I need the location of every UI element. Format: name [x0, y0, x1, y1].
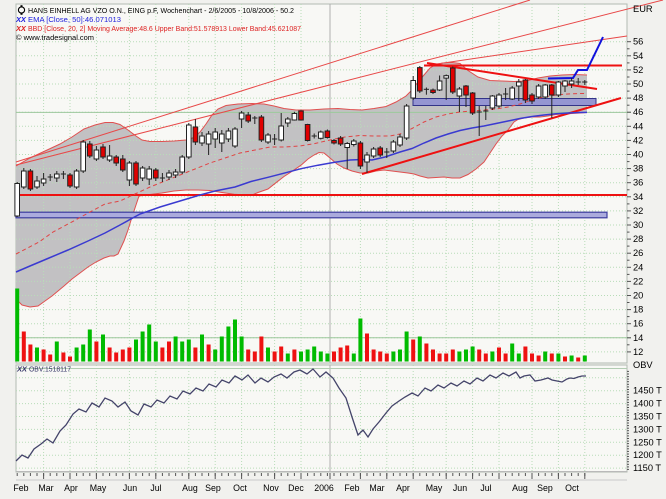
svg-text:30: 30 [633, 220, 643, 230]
svg-text:2006: 2006 [314, 483, 334, 493]
svg-text:20: 20 [633, 291, 643, 301]
svg-text:40: 40 [633, 150, 643, 160]
svg-text:XX: XX [15, 15, 27, 24]
svg-text:EUR: EUR [633, 4, 653, 14]
svg-text:1350 T: 1350 T [633, 412, 662, 422]
svg-text:EMA [Close, 50]:46.071013: EMA [Close, 50]:46.071013 [28, 15, 121, 24]
svg-text:48: 48 [633, 93, 643, 103]
svg-text:Jul: Jul [480, 483, 491, 493]
svg-text:1250 T: 1250 T [633, 437, 662, 447]
svg-text:44: 44 [633, 121, 643, 131]
svg-text:18: 18 [633, 305, 643, 315]
svg-text:Jun: Jun [123, 483, 137, 493]
svg-text:1400 T: 1400 T [633, 399, 662, 409]
svg-text:Jul: Jul [150, 483, 161, 493]
svg-text:Dec: Dec [288, 483, 304, 493]
svg-text:52: 52 [633, 65, 643, 75]
svg-text:BBD [Close, 20, 2] Moving Aver: BBD [Close, 20, 2] Moving Average:48.6 U… [28, 24, 301, 33]
svg-text:56: 56 [633, 37, 643, 47]
svg-text:42: 42 [633, 135, 643, 145]
svg-text:Feb: Feb [344, 483, 359, 493]
svg-text:32: 32 [633, 206, 643, 216]
svg-text:Sep: Sep [537, 483, 553, 493]
svg-text:1200 T: 1200 T [633, 450, 662, 460]
svg-text:May: May [426, 483, 443, 493]
svg-text:Apr: Apr [396, 483, 410, 493]
svg-text:Nov: Nov [263, 483, 279, 493]
svg-text:Oct: Oct [233, 483, 247, 493]
svg-text:Mar: Mar [38, 483, 53, 493]
svg-text:XX: XX [16, 365, 28, 374]
svg-text:54: 54 [633, 51, 643, 61]
svg-text:Aug: Aug [512, 483, 528, 493]
svg-text:36: 36 [633, 178, 643, 188]
svg-text:1300 T: 1300 T [633, 424, 662, 434]
svg-text:OBV: OBV [633, 360, 653, 370]
svg-text:1150 T: 1150 T [633, 463, 661, 473]
svg-text:12: 12 [633, 347, 643, 357]
svg-text:24: 24 [633, 262, 643, 272]
svg-text:Aug: Aug [182, 483, 198, 493]
svg-text:May: May [90, 483, 107, 493]
svg-text:Feb: Feb [13, 483, 28, 493]
svg-text:38: 38 [633, 164, 643, 174]
svg-text:1450 T: 1450 T [633, 386, 662, 396]
svg-text:Sep: Sep [205, 483, 221, 493]
svg-text:22: 22 [633, 276, 643, 286]
svg-text:© www.tradesignal.com: © www.tradesignal.com [16, 33, 94, 42]
svg-text:26: 26 [633, 248, 643, 258]
svg-text:34: 34 [633, 192, 643, 202]
svg-text:Jun: Jun [453, 483, 467, 493]
svg-text:14: 14 [633, 333, 643, 343]
svg-text:HANS EINHELL AG VZO O.N., EING: HANS EINHELL AG VZO O.N., EING p.F, Woch… [28, 6, 294, 15]
svg-text:Apr: Apr [64, 483, 78, 493]
svg-text:16: 16 [633, 319, 643, 329]
svg-text:OBV:1518117: OBV:1518117 [29, 365, 71, 374]
svg-text:46: 46 [633, 107, 643, 117]
svg-text:28: 28 [633, 234, 643, 244]
svg-text:Oct: Oct [565, 483, 579, 493]
svg-text:Mar: Mar [369, 483, 384, 493]
svg-text:XX: XX [15, 24, 27, 33]
svg-text:50: 50 [633, 79, 643, 89]
